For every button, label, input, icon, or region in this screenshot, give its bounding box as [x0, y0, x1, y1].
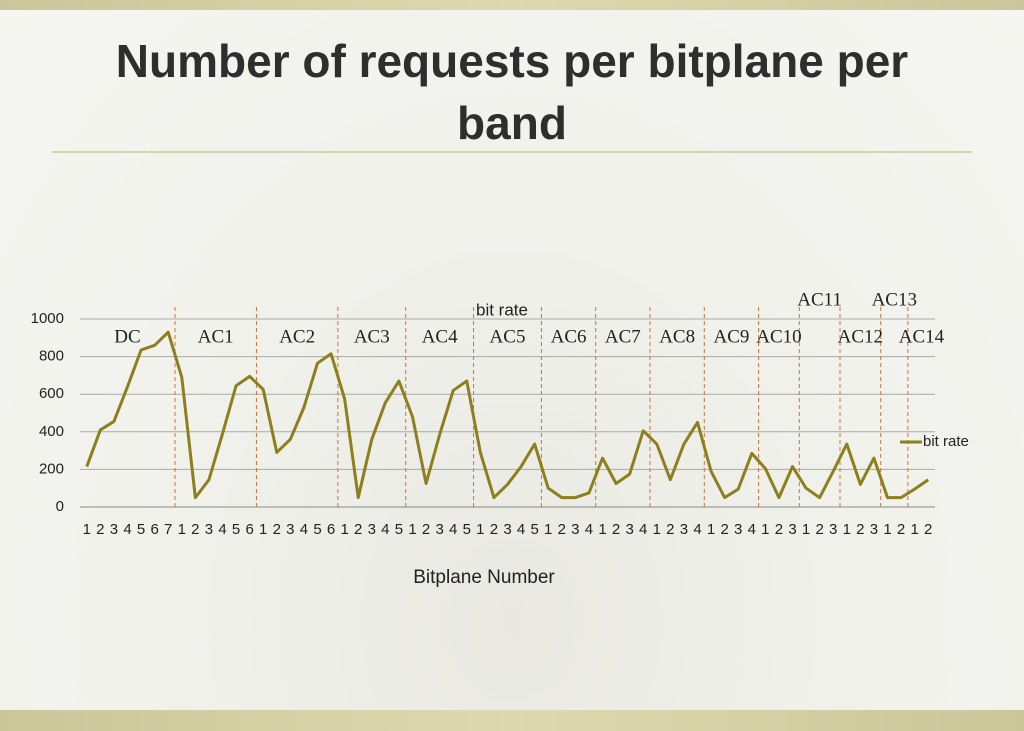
x-tick-label: 2 — [354, 521, 362, 538]
x-tick-label: 1 — [544, 521, 552, 538]
x-tick-label: 5 — [395, 521, 403, 538]
x-tick-label: 4 — [381, 521, 389, 538]
slide-title: Number of requests per bitplane per band — [115, 35, 909, 149]
chart-title: bit rate — [476, 300, 528, 319]
x-tick-label: 2 — [612, 521, 620, 538]
x-tick-label: 4 — [218, 521, 226, 538]
x-tick-label: 1 — [83, 521, 91, 538]
x-tick-label: 5 — [137, 521, 145, 538]
x-tick-label: 4 — [748, 521, 756, 538]
x-tick-label: 1 — [598, 521, 606, 538]
top-bar — [0, 0, 1024, 10]
x-tick-label: 1 — [259, 521, 267, 538]
x-tick-label: 4 — [517, 521, 525, 538]
x-tick-label: 3 — [788, 521, 796, 538]
x-tick-label: 6 — [327, 521, 335, 538]
x-tick-label: 5 — [313, 521, 321, 538]
x-tick-label: 4 — [639, 521, 647, 538]
x-tick-label: 3 — [829, 521, 837, 538]
band-label: AC8 — [659, 326, 695, 347]
x-axis-title: Bitplane Number — [413, 567, 555, 588]
band-label: AC10 — [756, 326, 801, 347]
x-tick-label: 2 — [897, 521, 905, 538]
y-tick-label: 400 — [39, 423, 64, 440]
x-tick-label: 2 — [96, 521, 104, 538]
x-tick-label: 5 — [232, 521, 240, 538]
x-tick-label: 5 — [530, 521, 538, 538]
x-tick-label: 1 — [802, 521, 810, 538]
x-tick-label: 3 — [286, 521, 294, 538]
x-tick-label: 4 — [693, 521, 701, 538]
x-tick-label: 3 — [870, 521, 878, 538]
band-label: AC11 — [797, 289, 842, 310]
x-tick-label: 1 — [408, 521, 416, 538]
band-label: AC6 — [551, 326, 587, 347]
band-label: AC9 — [713, 326, 749, 347]
band-label: AC5 — [490, 326, 526, 347]
x-tick-label: 2 — [775, 521, 783, 538]
band-label: AC2 — [279, 326, 315, 347]
x-tick-label: 1 — [653, 521, 661, 538]
band-label: AC12 — [838, 326, 883, 347]
legend-label: bit rate — [923, 433, 969, 450]
x-tick-label: 2 — [273, 521, 281, 538]
x-tick-label: 1 — [843, 521, 851, 538]
band-label: AC4 — [422, 326, 458, 347]
x-tick-label: 1 — [910, 521, 918, 538]
x-tick-label: 3 — [625, 521, 633, 538]
x-tick-label: 3 — [110, 521, 118, 538]
y-tick-label: 0 — [56, 498, 64, 515]
y-tick-label: 800 — [39, 348, 64, 365]
title-rule — [52, 151, 972, 153]
x-tick-label: 1 — [761, 521, 769, 538]
band-label: AC1 — [198, 326, 234, 347]
x-tick-label: 3 — [503, 521, 511, 538]
x-tick-label: 3 — [680, 521, 688, 538]
data-line — [85, 330, 930, 500]
x-tick-label: 3 — [205, 521, 213, 538]
x-tick-label: 2 — [490, 521, 498, 538]
x-tick-label: 1 — [883, 521, 891, 538]
bottom-bar — [0, 710, 1024, 731]
x-tick-label: 3 — [734, 521, 742, 538]
x-tick-label: 3 — [368, 521, 376, 538]
x-tick-label: 1 — [340, 521, 348, 538]
x-tick-label: 2 — [191, 521, 199, 538]
y-tick-label: 1000 — [31, 310, 64, 327]
x-tick-label: 4 — [123, 521, 131, 538]
x-tick-label: 5 — [463, 521, 471, 538]
x-tick-label: 2 — [924, 521, 932, 538]
band-label: DC — [114, 326, 140, 347]
band-label: AC7 — [605, 326, 641, 347]
x-tick-label: 3 — [435, 521, 443, 538]
band-label: AC13 — [872, 289, 917, 310]
y-tick-label: 200 — [39, 460, 64, 477]
y-tick-label: 600 — [39, 385, 64, 402]
x-tick-label: 4 — [300, 521, 308, 538]
x-tick-label: 4 — [449, 521, 457, 538]
band-label: AC3 — [354, 326, 390, 347]
x-tick-label: 1 — [707, 521, 715, 538]
x-tick-label: 7 — [164, 521, 172, 538]
x-tick-label: 6 — [150, 521, 158, 538]
x-tick-label: 4 — [585, 521, 593, 538]
x-tick-label: 2 — [666, 521, 674, 538]
band-label: AC14 — [899, 326, 945, 347]
x-tick-label: 1 — [476, 521, 484, 538]
x-tick-label: 2 — [856, 521, 864, 538]
x-tick-label: 2 — [422, 521, 430, 538]
x-tick-label: 3 — [571, 521, 579, 538]
x-tick-label: 2 — [815, 521, 823, 538]
x-tick-label: 1 — [178, 521, 186, 538]
x-tick-label: 2 — [558, 521, 566, 538]
x-tick-label: 2 — [720, 521, 728, 538]
x-tick-label: 6 — [245, 521, 253, 538]
